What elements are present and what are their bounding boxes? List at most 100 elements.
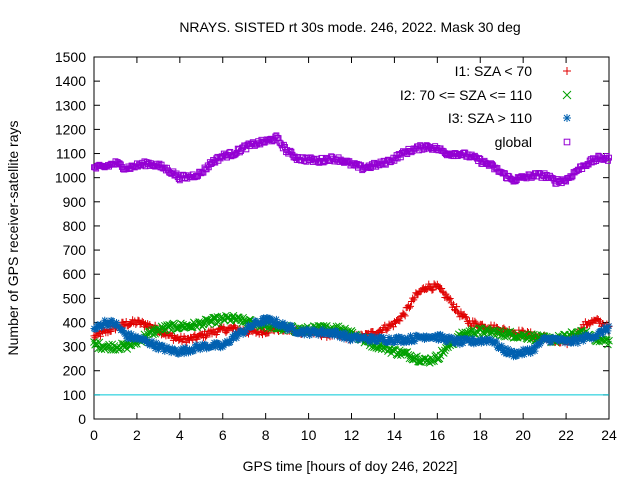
data-point (241, 328, 249, 336)
data-point (121, 330, 129, 338)
data-point (537, 338, 545, 346)
data-point (124, 329, 132, 337)
data-point (185, 345, 193, 353)
data-point (261, 319, 269, 327)
x-tick-label: 6 (219, 427, 227, 443)
data-point (193, 335, 201, 343)
data-point (442, 343, 450, 352)
data-point (96, 332, 104, 340)
data-point (218, 341, 226, 349)
data-point (179, 344, 187, 352)
x-tick-label: 4 (176, 427, 184, 443)
data-point (330, 332, 338, 340)
data-point (603, 325, 611, 333)
data-point (519, 345, 527, 353)
data-point (152, 339, 160, 347)
data-point (400, 310, 408, 318)
data-point (161, 347, 169, 355)
data-point (180, 350, 188, 358)
data-point (255, 320, 263, 328)
data-point (398, 333, 406, 341)
data-point (143, 336, 151, 344)
data-point (569, 334, 577, 342)
data-point (508, 348, 516, 356)
data-point (202, 341, 210, 349)
data-point (396, 317, 404, 325)
data-point (513, 352, 521, 360)
data-point (184, 349, 192, 357)
data-point (165, 345, 173, 353)
data-point (496, 326, 505, 335)
data-point (288, 148, 295, 155)
data-point (389, 323, 397, 331)
data-point (407, 332, 415, 340)
data-point (528, 344, 536, 352)
data-point (105, 322, 113, 330)
data-point (239, 313, 247, 322)
data-point (181, 343, 189, 351)
series-i3 (90, 314, 613, 361)
data-point (501, 344, 509, 352)
data-point (226, 338, 234, 346)
data-point (580, 335, 588, 343)
data-point (134, 334, 142, 342)
data-point (92, 325, 100, 333)
x-tick-label: 18 (472, 427, 488, 443)
data-point (148, 337, 156, 345)
data-point (159, 341, 167, 349)
data-point (285, 326, 293, 334)
legend-marker (563, 67, 571, 75)
data-point (403, 334, 411, 342)
data-point (173, 170, 180, 177)
y-tick-label: 800 (63, 218, 87, 234)
data-point (387, 335, 395, 343)
legend: I1: SZA < 70 I2: 70 <= SZA <= 110 I3: SZA … (400, 63, 572, 150)
data-point (438, 285, 446, 293)
data-point (461, 313, 469, 321)
data-point (411, 337, 419, 345)
data-point (361, 333, 369, 341)
x-tick-label: 2 (133, 427, 141, 443)
data-point (448, 334, 456, 342)
data-point (353, 331, 361, 339)
x-tick-label: 0 (90, 427, 98, 443)
data-point (99, 322, 107, 330)
data-point (492, 337, 500, 345)
chart-title: NRAYS. SISTED rt 30s mode. 246, 2022. Ma… (179, 19, 520, 35)
y-axis-label: Number of GPS receiver-satellite rays (5, 121, 21, 356)
data-point (167, 326, 176, 335)
data-point (149, 340, 157, 348)
data-point (441, 333, 449, 341)
data-point (272, 315, 280, 323)
data-point (411, 294, 419, 302)
data-point (227, 335, 235, 343)
data-point (233, 334, 241, 342)
data-point (471, 317, 479, 325)
data-point (311, 326, 319, 334)
data-point (504, 345, 512, 353)
data-point (281, 320, 289, 328)
data-point (576, 333, 584, 341)
data-point (459, 339, 467, 347)
series-group (90, 132, 613, 367)
data-point (178, 323, 186, 331)
data-point (407, 302, 415, 310)
data-point (183, 346, 191, 354)
data-point (175, 336, 183, 344)
data-point (335, 329, 343, 337)
data-point (394, 337, 402, 345)
data-point (574, 339, 582, 347)
data-point (212, 159, 219, 166)
y-tick-label: 200 (63, 363, 87, 379)
data-point (531, 347, 539, 355)
y-tick-label: 900 (63, 194, 87, 210)
data-point (100, 320, 108, 328)
data-point (257, 320, 265, 328)
data-point (605, 336, 613, 345)
data-point (229, 311, 238, 320)
data-point (470, 340, 478, 348)
legend-label: global (495, 134, 532, 150)
data-point (605, 322, 613, 330)
data-point (137, 333, 145, 341)
data-point (232, 329, 240, 337)
